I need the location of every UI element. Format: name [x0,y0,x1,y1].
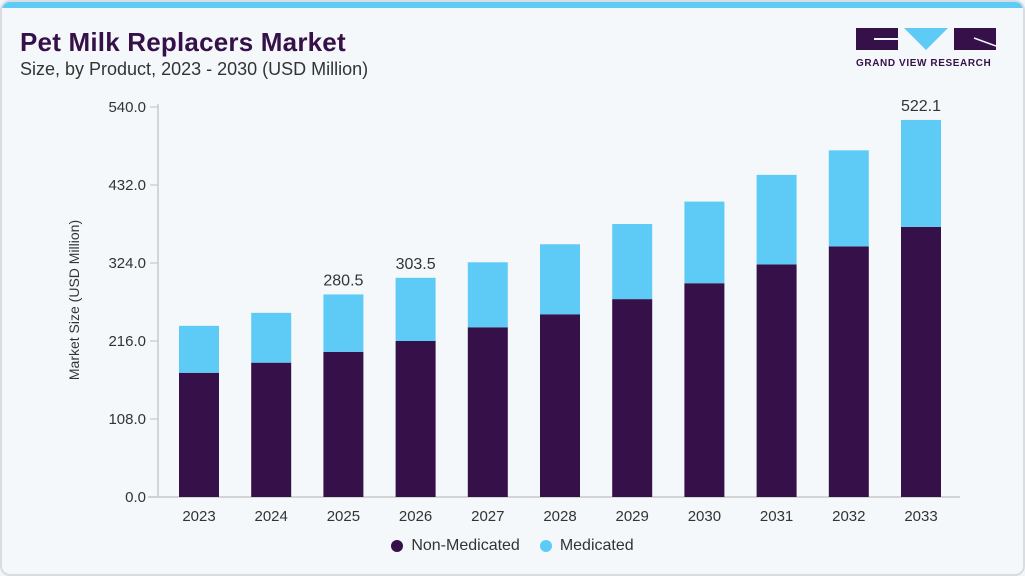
x-tick-label: 2029 [616,508,649,525]
y-tick-label: 324.0 [108,255,146,272]
x-tick-label: 2031 [760,508,793,525]
brand-name: GRAND VIEW RESEARCH [856,58,992,69]
x-tick-label: 2025 [327,508,360,525]
y-tick-label: 540.0 [108,99,146,116]
bar-segment-non-medicated[interactable] [828,246,869,497]
legend-item-medicated[interactable]: Medicated [539,537,634,555]
bar-total-label: 280.5 [323,272,363,289]
bar-segment-non-medicated[interactable] [612,299,653,497]
x-tick-label: 2028 [543,508,576,525]
legend: Non-Medicated Medicated [0,537,1025,555]
x-tick-label: 2032 [832,508,865,525]
legend-label: Medicated [559,537,634,554]
bar-segment-non-medicated[interactable] [901,226,941,497]
bar-segment-non-medicated[interactable] [251,362,292,497]
x-tick-label: 2030 [688,508,721,525]
chart-subtitle: Size, by Product, 2023 - 2030 (USD Milli… [20,59,369,79]
bar-segment-non-medicated[interactable] [179,372,219,497]
y-tick-label: 216.0 [108,333,146,350]
x-tick-label: 2027 [471,508,504,525]
legend-dot-icon [391,540,404,552]
bar-segment-non-medicated[interactable] [540,314,580,497]
legend-item-non-medicated[interactable]: Non-Medicated [391,537,520,555]
y-tick-label: 108.0 [108,411,146,428]
bar-segment-medicated[interactable] [540,244,580,315]
legend-label: Non-Medicated [411,537,520,554]
grand-view-research-logo-icon [856,28,996,50]
x-tick-label: 2023 [182,508,215,525]
chart-title: Pet Milk Replacers Market [20,27,346,57]
bar-segment-medicated[interactable] [395,277,436,341]
y-tick-label: 432.0 [108,177,146,194]
legend-dot-icon [539,540,552,552]
bar-segment-non-medicated[interactable] [684,283,725,497]
y-tick-label: 0.0 [125,489,146,506]
bar-total-label: 303.5 [396,256,436,273]
bar-segment-medicated[interactable] [323,294,364,352]
bar-segment-medicated[interactable] [756,174,797,265]
accent-bar [2,2,1023,8]
bar-segment-non-medicated[interactable] [467,327,508,497]
bar-segment-medicated[interactable] [828,150,869,247]
bar-segment-non-medicated[interactable] [756,264,797,497]
bar-segment-medicated[interactable] [467,262,508,328]
bar-segment-non-medicated[interactable] [395,341,436,497]
bar-segment-medicated[interactable] [612,224,653,300]
bar-total-label: 522.1 [901,98,941,115]
bar-segment-non-medicated[interactable] [323,351,364,497]
bar-segment-medicated[interactable] [684,201,725,284]
bar-segment-medicated[interactable] [251,312,292,363]
x-tick-label: 2033 [904,508,937,525]
bar-segment-medicated[interactable] [901,119,941,227]
bar-segment-medicated[interactable] [179,325,219,373]
x-tick-label: 2024 [255,508,288,525]
x-tick-label: 2026 [399,508,432,525]
